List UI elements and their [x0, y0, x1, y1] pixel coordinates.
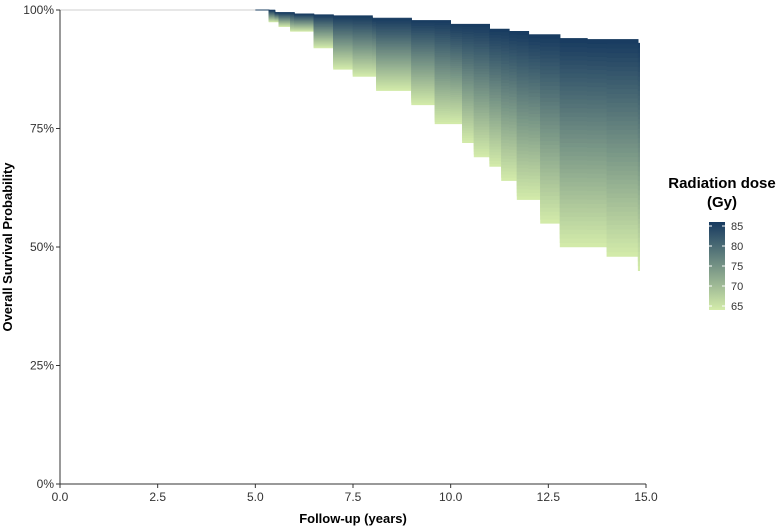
legend-title-line-2: (Gy) — [707, 194, 737, 211]
y-tick-label: 100% — [23, 3, 54, 17]
y-tick-label: 0% — [37, 477, 55, 491]
x-tick-label: 5.0 — [247, 490, 264, 504]
legend-tick-label: 75 — [731, 261, 743, 273]
y-tick-label: 50% — [30, 240, 54, 254]
color-legend: Radiation dose (Gy) 65 70 75 80 85 — [668, 175, 776, 313]
legend-ticks: 65 70 75 80 85 — [709, 221, 743, 313]
x-axis-ticks: 0.0 2.5 5.0 7.5 10.0 12.5 15.0 — [52, 484, 658, 504]
x-tick-label: 2.5 — [149, 490, 166, 504]
x-tick-label: 7.5 — [345, 490, 362, 504]
x-axis-title: Follow-up (years) — [299, 511, 407, 526]
x-tick-label: 10.0 — [439, 490, 463, 504]
survival-band-47 — [60, 9, 640, 49]
x-tick-label: 12.5 — [537, 490, 561, 504]
legend-color-bar — [709, 222, 725, 310]
x-tick-label: 15.0 — [634, 490, 658, 504]
legend-tick-label: 85 — [731, 221, 743, 233]
legend-tick-label: 70 — [731, 281, 743, 293]
y-axis-title: Overall Survival Probability — [0, 162, 15, 332]
y-tick-label: 25% — [30, 359, 54, 373]
legend-title-line-1: Radiation dose — [668, 175, 776, 192]
y-axis-ticks: 0% 25% 50% 75% 100% — [23, 3, 60, 491]
y-tick-label: 75% — [30, 122, 54, 136]
plot-area — [60, 9, 640, 271]
legend-tick-label: 80 — [731, 241, 743, 253]
legend-tick-label: 65 — [731, 301, 743, 313]
x-tick-label: 0.0 — [52, 490, 69, 504]
